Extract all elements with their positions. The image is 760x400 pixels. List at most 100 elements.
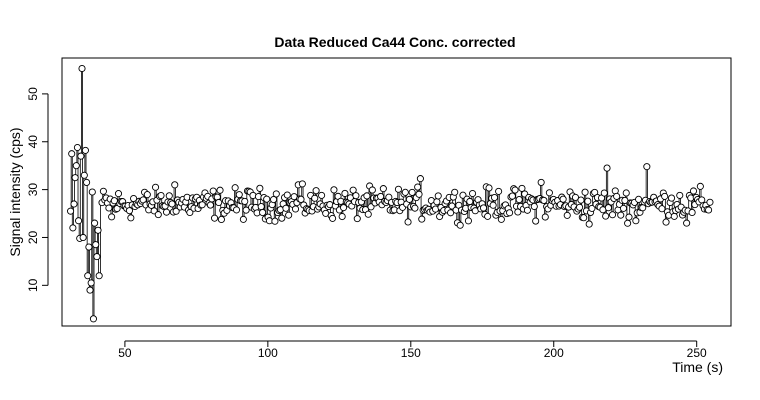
data-point <box>415 190 423 198</box>
data-point <box>515 196 523 204</box>
data-point <box>485 184 493 192</box>
data-point <box>541 213 549 221</box>
data-point <box>84 272 92 280</box>
data-point <box>341 189 349 197</box>
data-point <box>217 215 225 223</box>
data-point <box>330 186 338 194</box>
x-tick-label: 250 <box>687 346 707 360</box>
data-point <box>639 204 647 212</box>
data-point <box>87 279 95 287</box>
data-point <box>278 214 286 222</box>
data-point <box>216 186 224 194</box>
x-axis-label: Time (s) <box>672 359 723 375</box>
data-point <box>497 215 505 223</box>
data-point <box>68 150 76 158</box>
data-point <box>95 272 103 280</box>
data-point <box>670 212 678 220</box>
data-point <box>125 207 134 215</box>
data-point <box>206 201 214 209</box>
y-tick-label: 40 <box>26 135 40 149</box>
data-point <box>608 211 617 219</box>
data-point <box>603 164 611 172</box>
data-point <box>114 190 123 198</box>
data-point <box>643 163 651 171</box>
data-point <box>604 204 612 212</box>
data-point <box>94 226 102 234</box>
data-point <box>514 208 522 216</box>
data-point <box>540 196 548 204</box>
data-point <box>414 183 422 191</box>
data-point <box>257 203 265 211</box>
data-point <box>235 191 243 199</box>
data-point <box>282 204 290 212</box>
data-point <box>80 171 88 179</box>
data-point <box>168 200 176 208</box>
data-point <box>511 186 519 194</box>
data-point <box>464 217 472 225</box>
data-point <box>83 178 91 186</box>
data-point <box>99 187 107 195</box>
data-point <box>215 198 223 207</box>
data-point <box>705 206 713 214</box>
data-point <box>92 241 100 249</box>
chart-title: Data Reduced Ca44 Conc. corrected <box>274 34 515 50</box>
data-point <box>602 212 610 220</box>
data-point <box>689 187 698 195</box>
data-point <box>165 192 173 200</box>
data-point <box>211 214 219 222</box>
x-tick-label: 50 <box>118 346 132 360</box>
data-point <box>588 204 596 212</box>
data-point <box>456 221 464 229</box>
data-point <box>490 193 499 202</box>
data-point <box>617 211 625 219</box>
data-point <box>340 204 348 212</box>
data-point <box>545 189 553 197</box>
data-point <box>73 143 81 152</box>
data-point <box>698 196 706 204</box>
data-point <box>157 192 165 200</box>
data-point <box>242 206 250 214</box>
data-point <box>581 188 589 196</box>
data-point <box>416 175 424 183</box>
data-point <box>71 174 79 182</box>
data-point <box>232 206 241 214</box>
y-axis-label: Signal intensity (cps) <box>7 127 23 256</box>
data-point <box>67 207 75 215</box>
data-point <box>404 218 412 226</box>
data-point <box>363 192 371 200</box>
data-point <box>489 201 497 209</box>
data-point <box>401 188 409 196</box>
data-point <box>563 211 571 219</box>
data-point <box>576 203 584 211</box>
data-point <box>151 183 160 191</box>
data-point <box>658 205 666 213</box>
x-tick-label: 150 <box>401 346 421 360</box>
data-point <box>433 198 441 206</box>
data-point <box>530 202 538 211</box>
data-point <box>291 205 300 213</box>
data-point <box>329 214 337 222</box>
data-point <box>364 210 372 218</box>
data-point <box>537 178 545 186</box>
data-point <box>318 191 326 199</box>
data-point <box>162 208 171 216</box>
data-point <box>394 185 402 193</box>
data-point <box>89 315 97 323</box>
data-point <box>676 191 684 199</box>
data-point <box>661 192 669 200</box>
data-point <box>297 195 305 203</box>
data-point <box>368 186 376 194</box>
data-point <box>77 152 85 160</box>
data-point <box>622 189 630 197</box>
data-point <box>448 202 456 210</box>
data-point <box>263 195 271 203</box>
data-point <box>239 215 247 223</box>
data-point <box>600 189 608 197</box>
data-point <box>298 180 306 188</box>
data-point <box>285 211 293 219</box>
data-point <box>79 233 87 242</box>
data-point <box>154 211 162 219</box>
y-tick-label: 10 <box>26 278 40 292</box>
